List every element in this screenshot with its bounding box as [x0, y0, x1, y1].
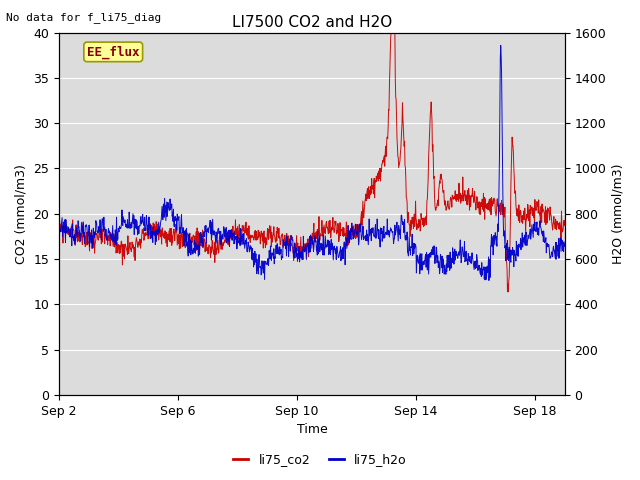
Title: LI7500 CO2 and H2O: LI7500 CO2 and H2O	[232, 15, 392, 30]
Legend: li75_co2, li75_h2o: li75_co2, li75_h2o	[228, 448, 412, 471]
Text: No data for f_li75_diag: No data for f_li75_diag	[6, 12, 162, 23]
Text: EE_flux: EE_flux	[87, 45, 140, 59]
Y-axis label: CO2 (mmol/m3): CO2 (mmol/m3)	[15, 164, 28, 264]
X-axis label: Time: Time	[296, 423, 328, 436]
Y-axis label: H2O (mmol/m3): H2O (mmol/m3)	[612, 164, 625, 264]
